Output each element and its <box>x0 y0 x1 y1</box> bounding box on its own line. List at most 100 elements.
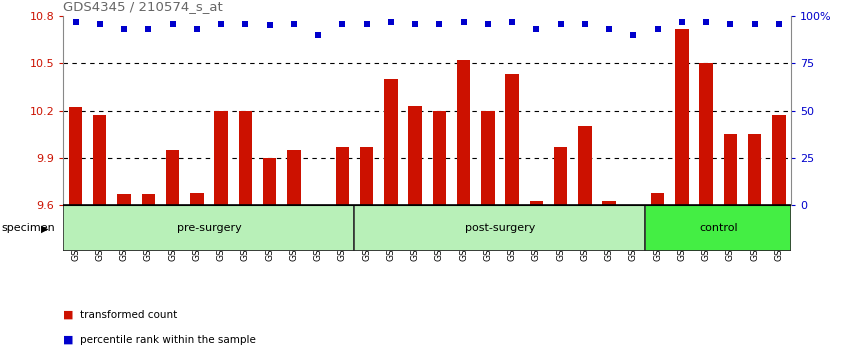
Point <box>93 21 107 26</box>
Bar <box>257 205 282 234</box>
Bar <box>743 205 766 234</box>
Text: GSM842013: GSM842013 <box>96 206 104 261</box>
Bar <box>63 205 88 234</box>
Bar <box>354 205 645 251</box>
Point <box>602 26 616 32</box>
Bar <box>118 194 131 205</box>
Bar <box>675 29 689 205</box>
Bar <box>597 205 621 234</box>
Bar <box>88 205 112 234</box>
Point <box>239 21 252 26</box>
Text: ■: ■ <box>63 335 74 345</box>
Bar <box>93 115 107 205</box>
Text: GSM842018: GSM842018 <box>217 206 226 261</box>
Bar <box>670 205 694 234</box>
Bar <box>548 205 573 234</box>
Bar <box>136 205 161 234</box>
Bar <box>530 201 543 205</box>
Text: GSM842036: GSM842036 <box>653 206 662 261</box>
Point <box>772 21 786 26</box>
Bar <box>161 205 184 234</box>
Text: GSM842040: GSM842040 <box>750 206 759 261</box>
Bar <box>481 111 495 205</box>
Text: post-surgery: post-surgery <box>464 223 536 233</box>
Text: GSM842017: GSM842017 <box>192 206 201 261</box>
Point <box>530 26 543 32</box>
Bar <box>475 205 500 234</box>
Bar <box>645 205 791 251</box>
Bar <box>500 205 525 234</box>
Bar <box>718 205 743 234</box>
Text: pre-surgery: pre-surgery <box>177 223 241 233</box>
Text: GSM842028: GSM842028 <box>459 206 468 261</box>
Bar <box>209 205 233 234</box>
Bar <box>427 205 452 234</box>
Bar <box>379 205 403 234</box>
Bar <box>214 111 228 205</box>
Bar <box>578 126 591 205</box>
Text: GDS4345 / 210574_s_at: GDS4345 / 210574_s_at <box>63 0 223 13</box>
Bar <box>403 205 427 234</box>
Point <box>190 26 204 32</box>
Bar <box>354 205 379 234</box>
Point <box>481 21 495 26</box>
Bar <box>360 147 373 205</box>
Point <box>457 19 470 24</box>
Bar <box>330 205 354 234</box>
Text: GSM842029: GSM842029 <box>483 206 492 261</box>
Bar <box>306 205 330 234</box>
Text: ▶: ▶ <box>41 223 48 233</box>
Point <box>141 26 155 32</box>
Point <box>700 19 713 24</box>
Point <box>287 21 300 26</box>
Point <box>578 21 591 26</box>
Bar <box>233 205 257 234</box>
Bar <box>573 205 597 234</box>
Point <box>69 19 82 24</box>
Text: GSM842027: GSM842027 <box>435 206 444 261</box>
Text: GSM842015: GSM842015 <box>144 206 153 261</box>
Bar <box>766 205 791 234</box>
Bar <box>69 108 82 205</box>
Text: GSM842023: GSM842023 <box>338 206 347 261</box>
Point <box>263 23 277 28</box>
Bar <box>772 115 786 205</box>
Text: GSM842041: GSM842041 <box>774 206 783 261</box>
Text: GSM842030: GSM842030 <box>508 206 517 261</box>
Bar <box>748 134 761 205</box>
Text: GSM842032: GSM842032 <box>556 206 565 261</box>
Text: GSM842022: GSM842022 <box>314 206 322 261</box>
Text: specimen: specimen <box>2 223 56 233</box>
Text: GSM842039: GSM842039 <box>726 206 735 261</box>
Bar <box>141 194 155 205</box>
Text: GSM842025: GSM842025 <box>387 206 395 261</box>
Point <box>311 32 325 38</box>
Text: GSM842031: GSM842031 <box>532 206 541 261</box>
Point <box>384 19 398 24</box>
Text: GSM842033: GSM842033 <box>580 206 590 261</box>
Bar <box>287 150 300 205</box>
Point <box>505 19 519 24</box>
Bar <box>457 60 470 205</box>
Text: GSM842016: GSM842016 <box>168 206 177 261</box>
Bar <box>184 205 209 234</box>
Bar <box>645 205 670 234</box>
Bar <box>63 205 354 251</box>
Text: control: control <box>699 223 738 233</box>
Point <box>432 21 446 26</box>
Point <box>214 21 228 26</box>
Text: GSM842026: GSM842026 <box>410 206 420 261</box>
Point <box>360 21 373 26</box>
Bar <box>239 111 252 205</box>
Bar <box>336 147 349 205</box>
Text: GSM842037: GSM842037 <box>678 206 686 261</box>
Text: GSM842034: GSM842034 <box>605 206 613 261</box>
Text: GSM842038: GSM842038 <box>701 206 711 261</box>
Text: GSM842019: GSM842019 <box>241 206 250 261</box>
Bar <box>166 150 179 205</box>
Point <box>409 21 422 26</box>
Point <box>336 21 349 26</box>
Text: ■: ■ <box>63 310 74 320</box>
Bar <box>621 205 645 234</box>
Bar <box>700 63 713 205</box>
